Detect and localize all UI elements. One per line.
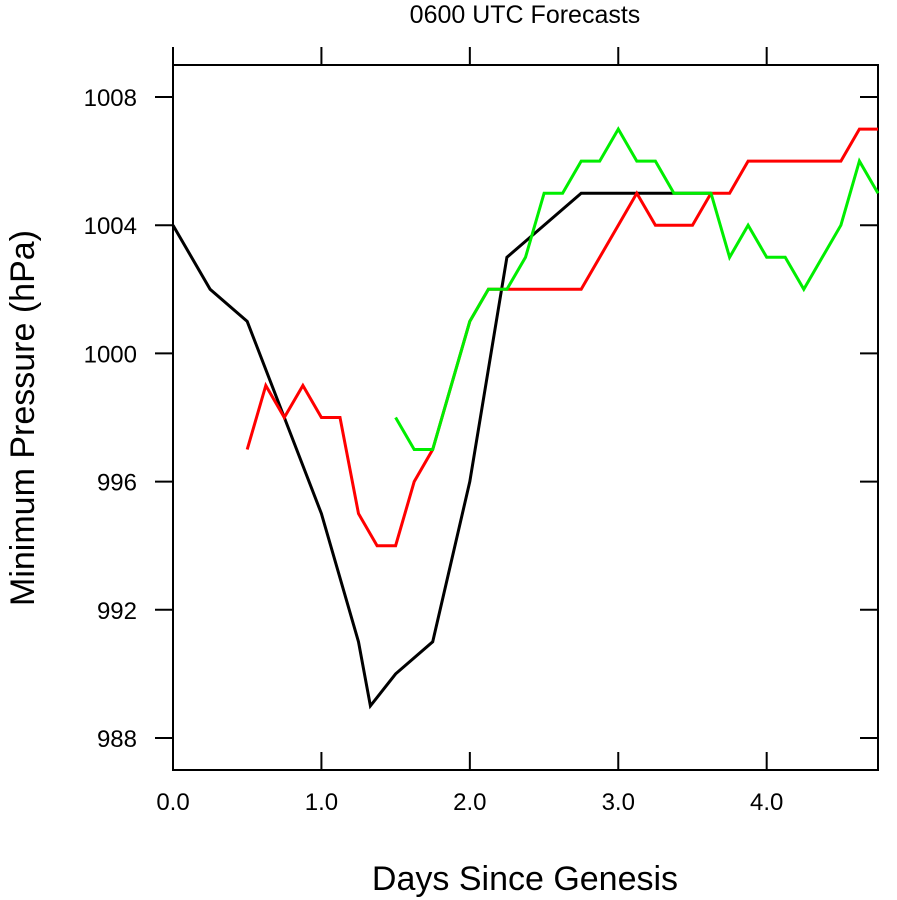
x-tick-label: 0.0 (156, 789, 189, 816)
y-tick-label: 1008 (84, 85, 137, 112)
x-tick-label: 3.0 (602, 789, 635, 816)
black-series-line (171, 191, 711, 710)
y-tick-label: 988 (97, 726, 137, 753)
y-tick-label: 992 (97, 598, 137, 625)
chart-title: 0600 UTC Forecasts (410, 1, 641, 29)
plot-frame (172, 64, 879, 771)
x-tick-label: 2.0 (453, 789, 486, 816)
red-series-line (245, 127, 878, 548)
x-tick-label: 1.0 (305, 789, 338, 816)
y-tick-label: 1004 (84, 213, 137, 240)
green-series-line (394, 126, 880, 451)
y-axis-title: Minimum Pressure (hPa) (4, 230, 42, 606)
x-axis-title: Days Since Genesis (372, 860, 678, 898)
y-tick-label: 1000 (84, 341, 137, 368)
y-tick-label: 996 (97, 470, 137, 497)
plot-area: 0.0 1.0 2.0 3.0 4.0 988 992 996 1000 1004 1008 (84, 47, 880, 816)
x-tick-label: 4.0 (750, 789, 783, 816)
